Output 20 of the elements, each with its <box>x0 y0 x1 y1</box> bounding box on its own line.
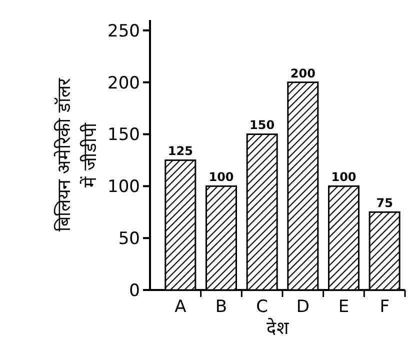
y-tick-label: 50 <box>118 229 140 250</box>
y-tick-label: 250 <box>108 21 140 42</box>
x-axis-title: देश <box>266 317 290 339</box>
x-tick-label: E <box>338 297 350 317</box>
x-tick-label: D <box>296 297 310 317</box>
y-tick-label: 100 <box>108 177 140 198</box>
y-tick-label: 200 <box>108 73 140 94</box>
data-label: 100 <box>331 170 356 184</box>
x-tick-label: B <box>215 297 228 317</box>
x-tick-label: C <box>256 297 268 317</box>
y-tick-label: 150 <box>108 125 140 146</box>
y-axis-title: बिलियन अमेरिकी डॉलर में जीडीपी <box>53 77 101 232</box>
data-label: 125 <box>168 144 193 158</box>
data-label: 100 <box>208 170 234 184</box>
x-tick-label: F <box>380 297 390 317</box>
x-tick-label: A <box>174 297 187 317</box>
data-label: 200 <box>290 66 316 80</box>
data-label: 75 <box>376 196 393 210</box>
y-tick-label: 0 <box>129 281 140 301</box>
data-label: 150 <box>250 118 275 132</box>
